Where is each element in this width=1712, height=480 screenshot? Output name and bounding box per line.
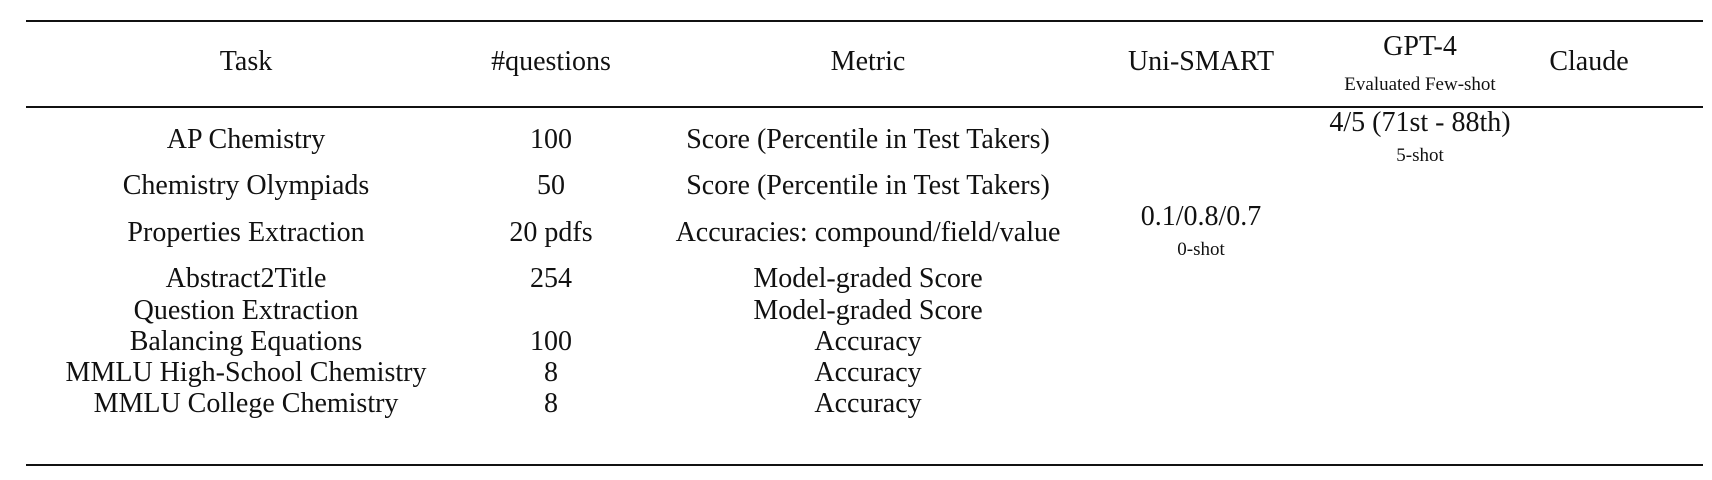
- metric-cell: Accuracy: [814, 388, 922, 419]
- questions-cell: 8: [544, 357, 558, 388]
- header-task: Task: [219, 46, 273, 77]
- task-cell: MMLU College Chemistry: [93, 388, 399, 419]
- top-rule: [26, 20, 1703, 22]
- questions-cell: 100: [530, 124, 572, 155]
- task-cell: Balancing Equations: [129, 326, 363, 357]
- bottom-rule: [26, 464, 1703, 466]
- questions-cell: 254: [530, 263, 572, 294]
- task-cell: Question Extraction: [133, 295, 359, 326]
- metric-cell: Score (Percentile in Test Takers): [686, 124, 1050, 155]
- header-claude: Claude: [1549, 46, 1629, 77]
- metric-cell: Score (Percentile in Test Takers): [686, 170, 1050, 201]
- header-metric: Metric: [830, 46, 906, 77]
- unismart-result-setting: 0-shot: [1177, 239, 1225, 260]
- task-cell: Abstract2Title: [165, 263, 327, 294]
- task-cell: Chemistry Olympiads: [122, 170, 370, 201]
- header-gpt4-subtitle: Evaluated Few-shot: [1344, 74, 1496, 95]
- unismart-result-value: 0.1/0.8/0.7: [1140, 201, 1262, 232]
- metric-cell: Model-graded Score: [753, 263, 983, 294]
- metric-cell: Accuracies: compound/field/value: [675, 217, 1061, 248]
- gpt4-result-setting: 5-shot: [1396, 145, 1444, 166]
- questions-cell: 50: [537, 170, 565, 201]
- header-gpt4: GPT-4: [1383, 31, 1457, 62]
- metric-cell: Accuracy: [814, 357, 922, 388]
- task-cell: MMLU High-School Chemistry: [65, 357, 427, 388]
- metric-cell: Model-graded Score: [753, 295, 983, 326]
- header-unismart: Uni-SMART: [1127, 46, 1275, 77]
- questions-cell: 20 pdfs: [509, 217, 593, 248]
- questions-cell: 8: [544, 388, 558, 419]
- metric-cell: Accuracy: [814, 326, 922, 357]
- header-questions: #questions: [491, 46, 611, 77]
- header-rule: [26, 106, 1703, 108]
- questions-cell: 100: [530, 326, 572, 357]
- task-cell: AP Chemistry: [166, 124, 326, 155]
- task-cell: Properties Extraction: [127, 217, 365, 248]
- gpt4-result-value: 4/5 (71st - 88th): [1329, 107, 1511, 138]
